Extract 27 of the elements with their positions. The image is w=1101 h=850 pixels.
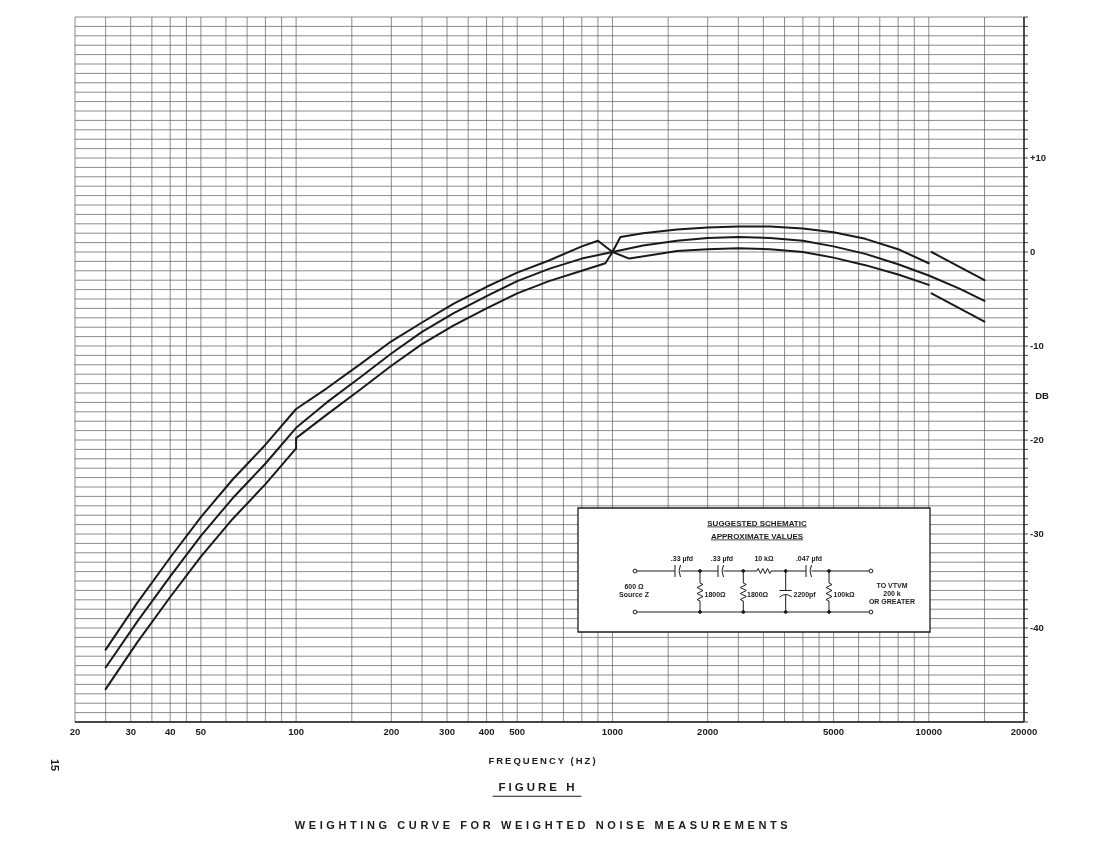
text: FIGURE H (492, 780, 582, 797)
x-tick-label: 1000 (601, 725, 624, 737)
x-tick-label: 50 (195, 725, 207, 737)
x-tick-label: 500 (509, 725, 526, 737)
y-tick-label: -40 (1030, 622, 1044, 634)
y-axis-title: DB (1035, 390, 1049, 402)
x-tick-label: 10000 (915, 725, 942, 737)
text: WEIGHTING CURVE FOR WEIGHTED NOISE MEASUREMENTS (294, 818, 792, 831)
y-tick-label: 0 (1030, 246, 1036, 258)
annotation: APPROXIMATE VALUES (710, 531, 804, 541)
x-tick-label: 400 (478, 725, 495, 737)
x-tick-label: 30 (125, 725, 136, 737)
x-tick-label: 20 (69, 725, 81, 737)
x-tick-label: 20000 (1010, 725, 1038, 737)
text: 15 (49, 758, 61, 772)
y-tick-label: -30 (1030, 528, 1044, 540)
x-tick-label: 40 (164, 725, 176, 737)
x-tick-label: 200 (383, 725, 400, 737)
x-tick-label: 300 (439, 725, 455, 737)
x-tick-label: 5000 (822, 725, 845, 737)
y-tick-label: -20 (1030, 434, 1044, 446)
y-tick-label: +10 (1030, 152, 1047, 164)
x-axis-title: FREQUENCY (HZ) (488, 755, 598, 767)
x-tick-label: 2000 (697, 725, 719, 737)
x-tick-label: 100 (288, 725, 305, 737)
y-tick-label: -10 (1030, 340, 1044, 352)
annotation: SUGGESTED SCHEMATIC (707, 518, 807, 528)
